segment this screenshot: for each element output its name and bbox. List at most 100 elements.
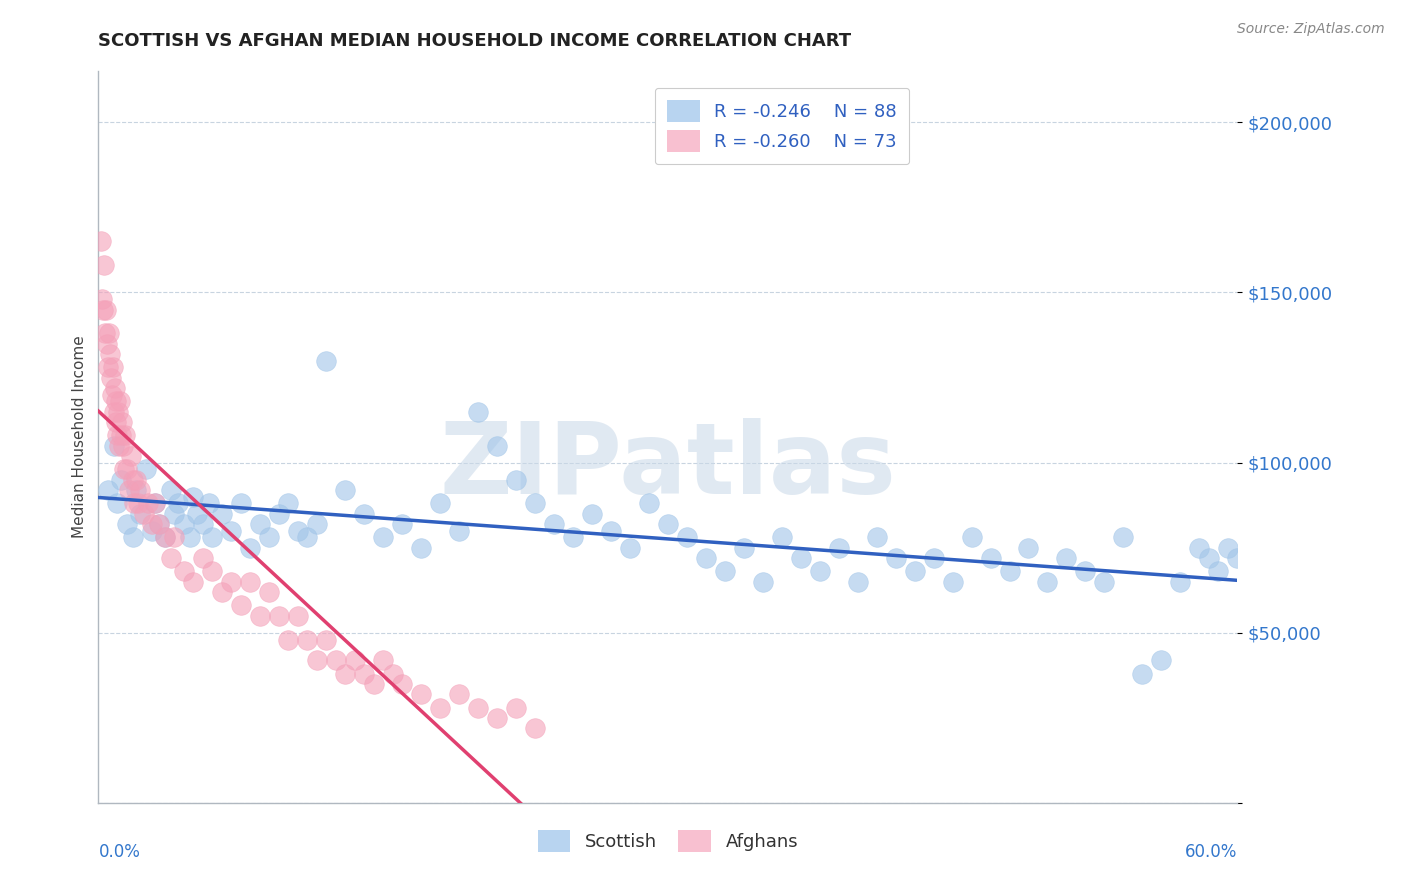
Point: [904, 565, 927, 579]
Point: [335, 666, 357, 681]
Point: [100, 387, 122, 401]
Point: [179, 531, 201, 545]
Point: [173, 516, 195, 531]
Point: [998, 565, 1021, 579]
Point: [363, 677, 385, 691]
Point: [267, 507, 290, 521]
Point: [287, 524, 309, 538]
Point: [101, 360, 124, 375]
Point: [1188, 541, 1211, 555]
Point: [186, 507, 208, 521]
Point: [505, 700, 527, 714]
Point: [98, 347, 121, 361]
Point: [619, 541, 641, 555]
Point: [447, 524, 470, 538]
Point: [103, 439, 125, 453]
Point: [115, 516, 138, 531]
Point: [343, 653, 366, 667]
Point: [201, 565, 224, 579]
Point: [97, 483, 120, 497]
Point: [125, 483, 148, 497]
Point: [733, 541, 755, 555]
Point: [297, 531, 319, 545]
Point: [381, 666, 404, 681]
Point: [148, 516, 170, 531]
Point: [277, 496, 299, 510]
Point: [305, 653, 328, 667]
Point: [110, 428, 132, 442]
Point: [277, 632, 299, 647]
Point: [866, 531, 889, 545]
Point: [112, 439, 135, 453]
Point: [121, 531, 143, 545]
Point: [163, 531, 186, 545]
Point: [97, 360, 120, 375]
Point: [90, 235, 112, 249]
Point: [107, 496, 129, 510]
Point: [391, 516, 413, 531]
Point: [1226, 550, 1249, 565]
Point: [121, 473, 143, 487]
Point: [167, 496, 190, 510]
Point: [353, 507, 375, 521]
Point: [191, 516, 214, 531]
Point: [752, 574, 775, 589]
Point: [770, 531, 793, 545]
Point: [96, 336, 118, 351]
Point: [790, 550, 813, 565]
Point: [118, 483, 141, 497]
Point: [287, 608, 309, 623]
Point: [505, 473, 527, 487]
Point: [153, 531, 176, 545]
Point: [221, 524, 243, 538]
Point: [127, 496, 149, 510]
Point: [110, 394, 132, 409]
Point: [183, 574, 205, 589]
Point: [1018, 541, 1040, 555]
Point: [107, 428, 129, 442]
Point: [922, 550, 945, 565]
Point: [979, 550, 1001, 565]
Point: [429, 496, 451, 510]
Point: [335, 483, 357, 497]
Point: [108, 439, 131, 453]
Point: [315, 353, 337, 368]
Point: [112, 462, 135, 476]
Point: [145, 496, 167, 510]
Point: [100, 370, 122, 384]
Text: SCOTTISH VS AFGHAN MEDIAN HOUSEHOLD INCOME CORRELATION CHART: SCOTTISH VS AFGHAN MEDIAN HOUSEHOLD INCO…: [98, 32, 852, 50]
Point: [267, 608, 290, 623]
Point: [136, 496, 159, 510]
Point: [120, 449, 142, 463]
Point: [714, 565, 737, 579]
Point: [371, 653, 394, 667]
Point: [1094, 574, 1116, 589]
Point: [1216, 541, 1239, 555]
Point: [124, 496, 146, 510]
Point: [211, 507, 233, 521]
Point: [103, 404, 125, 418]
Point: [249, 608, 271, 623]
Y-axis label: Median Household Income: Median Household Income: [72, 335, 87, 539]
Point: [159, 483, 181, 497]
Point: [103, 381, 125, 395]
Point: [467, 404, 489, 418]
Text: 0.0%: 0.0%: [98, 843, 141, 861]
Point: [145, 496, 167, 510]
Point: [581, 507, 603, 521]
Point: [884, 550, 907, 565]
Point: [93, 258, 115, 272]
Point: [657, 516, 679, 531]
Point: [524, 721, 547, 735]
Point: [153, 531, 176, 545]
Point: [259, 585, 281, 599]
Point: [543, 516, 565, 531]
Point: [239, 574, 262, 589]
Point: [239, 541, 262, 555]
Point: [249, 516, 271, 531]
Point: [411, 541, 433, 555]
Point: [125, 473, 148, 487]
Point: [297, 632, 319, 647]
Point: [1198, 550, 1220, 565]
Point: [447, 687, 470, 701]
